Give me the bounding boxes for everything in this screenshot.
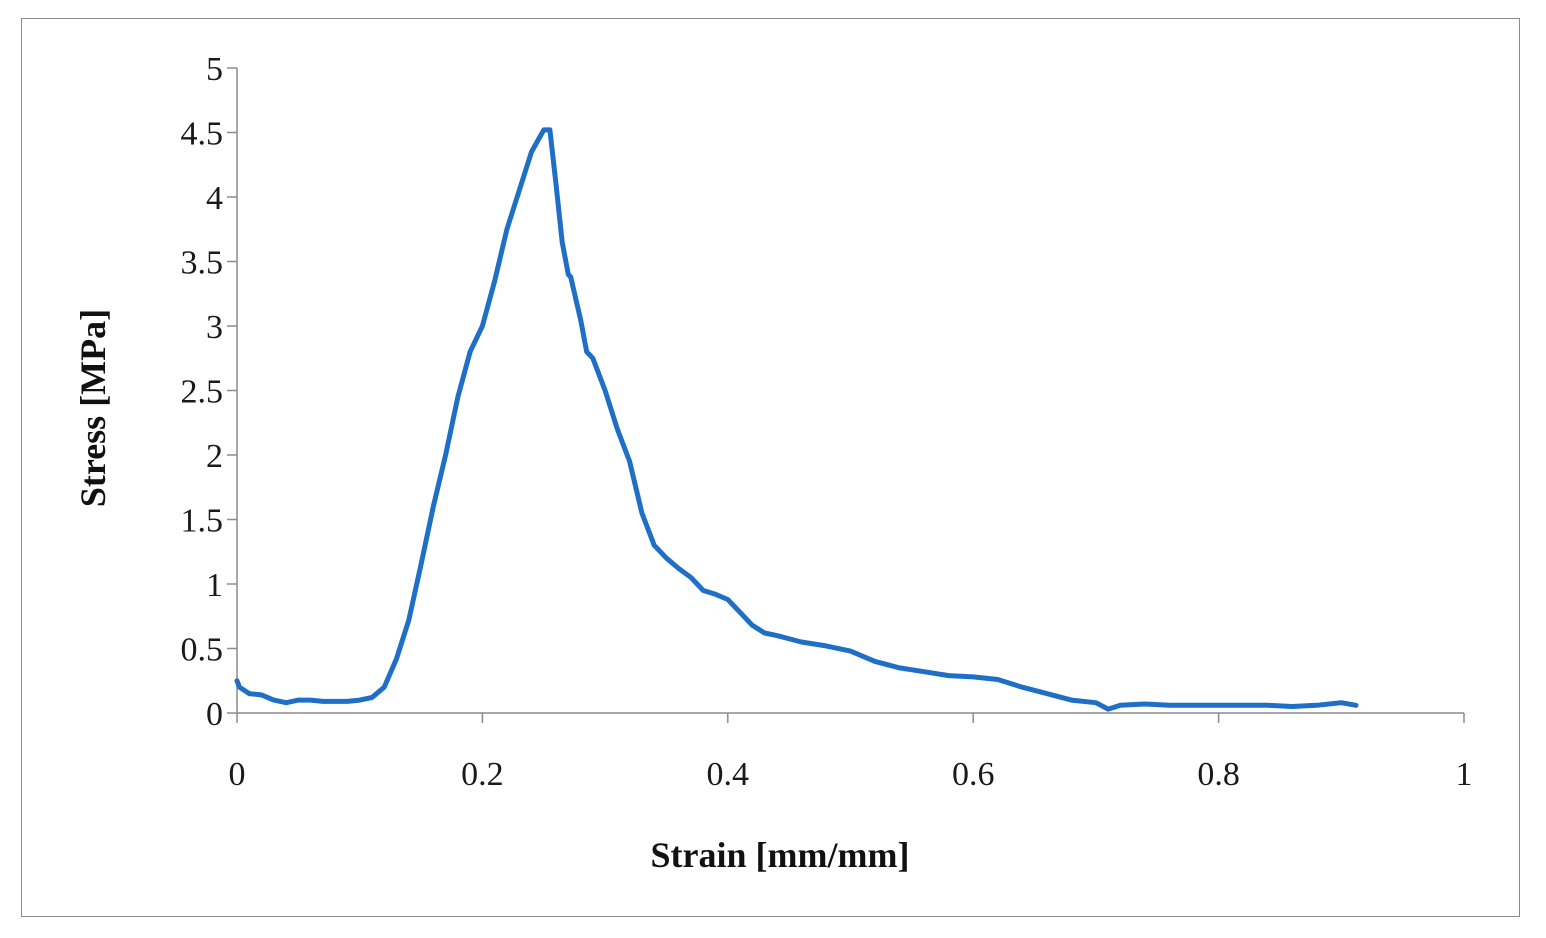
y-tick-label: 5: [206, 51, 223, 88]
y-tick-label: 3: [206, 309, 223, 346]
y-tick-label: 2: [206, 438, 223, 475]
y-tick-label: 3.5: [181, 245, 224, 282]
plot-area: [234, 127, 1359, 712]
y-tick-label: 0.5: [181, 632, 224, 669]
ticks: 0 0.5 1 1.5 2 2.5 3 3.5 4 4.5 5 0 0.2 0.4 0.6 0.8 1: [181, 51, 1473, 793]
y-tick-label: 4: [206, 180, 223, 217]
x-tick-label: 1: [1456, 756, 1473, 793]
series-line-0: [234, 127, 1359, 712]
x-tick-label: 0.2: [461, 756, 504, 793]
chart-frame: [21, 18, 1520, 917]
x-tick-label: 0: [229, 756, 246, 793]
axes: [236, 68, 1464, 714]
y-tick-label: 1.5: [181, 503, 224, 540]
y-axis-title: Stress [MPa]: [73, 309, 113, 507]
x-axis-title: Strain [mm/mm]: [651, 835, 910, 875]
y-tick-label: 4.5: [181, 116, 224, 153]
x-tick-label: 0.6: [952, 756, 995, 793]
y-tick-label: 0: [206, 696, 223, 733]
x-tick-label: 0.4: [707, 756, 750, 793]
y-tick-label: 2.5: [181, 374, 224, 411]
y-tick-label: 1: [206, 567, 223, 604]
x-tick-label: 0.8: [1197, 756, 1240, 793]
